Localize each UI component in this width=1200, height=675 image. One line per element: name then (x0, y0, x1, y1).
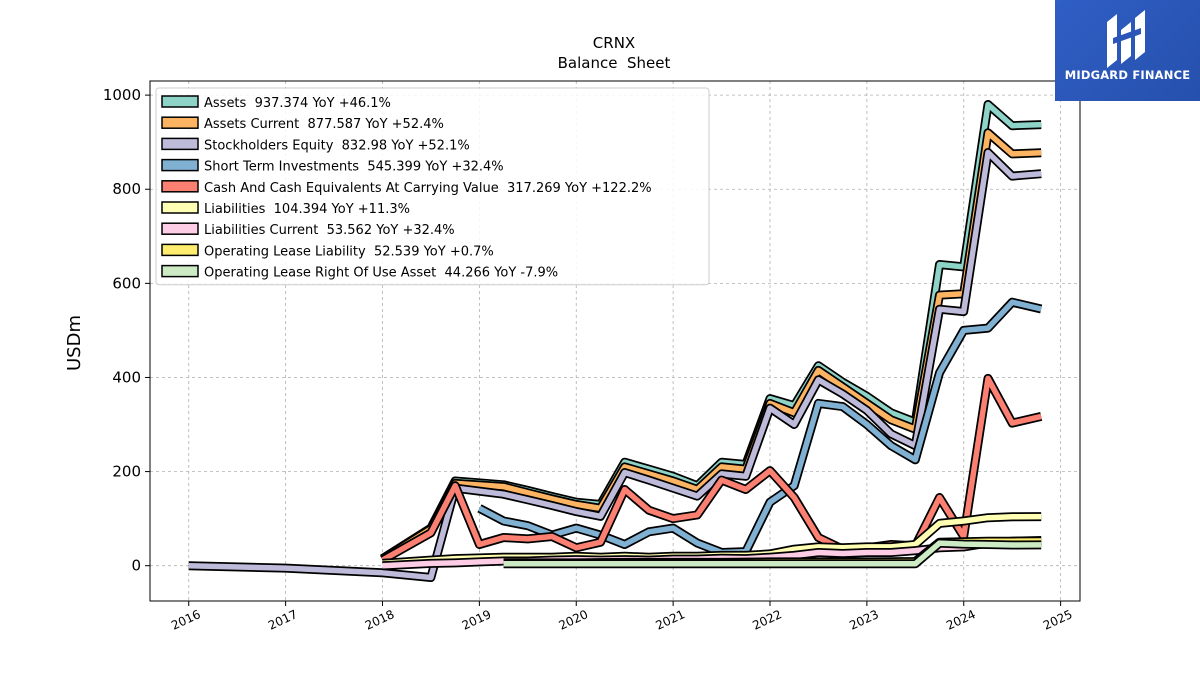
legend-label: Operating Lease Liability 52.539 YoY +0.… (204, 244, 494, 259)
plot-frame (149, 80, 1081, 602)
legend-label: Liabilities 104.394 YoY +11.3% (204, 202, 410, 217)
legend: Assets 937.374 YoY +46.1% Assets Current … (155, 87, 710, 286)
legend-swatch (161, 222, 199, 235)
legend-label: Stockholders Equity 832.98 YoY +52.1% (204, 138, 470, 153)
midgard-finance-logo: MIDGARD FINANCE (1055, 0, 1200, 101)
series-line-4 (381, 375, 1042, 563)
x-tick-label: 2025 (1041, 607, 1075, 633)
x-tick-label: 2017 (266, 607, 300, 633)
chart-subtitle: Balance Sheet (558, 54, 671, 72)
legend-label: Cash And Cash Equivalents At Carrying Va… (204, 181, 652, 196)
legend-swatch (161, 95, 199, 108)
legend-swatch (161, 243, 199, 257)
logo-text: MIDGARD FINANCE (1064, 68, 1191, 82)
series-line-2 (188, 149, 1042, 581)
legend-swatch (161, 264, 199, 278)
legend-swatch (161, 137, 199, 151)
series-layer (188, 100, 1043, 582)
y-tick-label: 600 (112, 274, 141, 292)
legend-swatch (161, 158, 199, 172)
midgard-logo-icon (1107, 10, 1145, 68)
x-tick-label: 2016 (169, 607, 203, 633)
legend-label: Liabilities Current 53.562 YoY +32.4% (204, 223, 455, 238)
legend-swatch (161, 201, 199, 214)
y-tick-label: 200 (112, 463, 141, 481)
y-tick-label: 1000 (103, 86, 141, 104)
series-line-3 (478, 299, 1042, 556)
x-tick-label: 2023 (847, 607, 881, 633)
y-tick-label: 0 (131, 557, 141, 575)
x-tick-label: 2020 (557, 607, 591, 633)
y-tick-label: 400 (112, 368, 141, 386)
y-axis-label: USDm (64, 315, 85, 371)
legend-label: Assets Current 877.587 YoY +52.4% (204, 117, 444, 132)
y-tick-label: 800 (112, 180, 141, 198)
x-tick-label: 2024 (944, 607, 978, 633)
x-tick-label: 2021 (653, 607, 687, 633)
legend-swatch (161, 180, 199, 193)
x-tick-label: 2019 (460, 607, 494, 633)
x-tick-label: 2018 (363, 607, 397, 633)
legend-label: Operating Lease Right Of Use Asset 44.26… (204, 266, 558, 281)
x-tick-label: 2022 (750, 607, 784, 633)
chart-title: CRNX (593, 34, 635, 52)
legend-swatch (161, 116, 199, 129)
legend-box (155, 87, 710, 286)
legend-label: Short Term Investments 545.399 YoY +32.4… (204, 160, 504, 175)
series-line-8 (503, 540, 1042, 567)
legend-label: Assets 937.374 YoY +46.1% (204, 96, 391, 111)
